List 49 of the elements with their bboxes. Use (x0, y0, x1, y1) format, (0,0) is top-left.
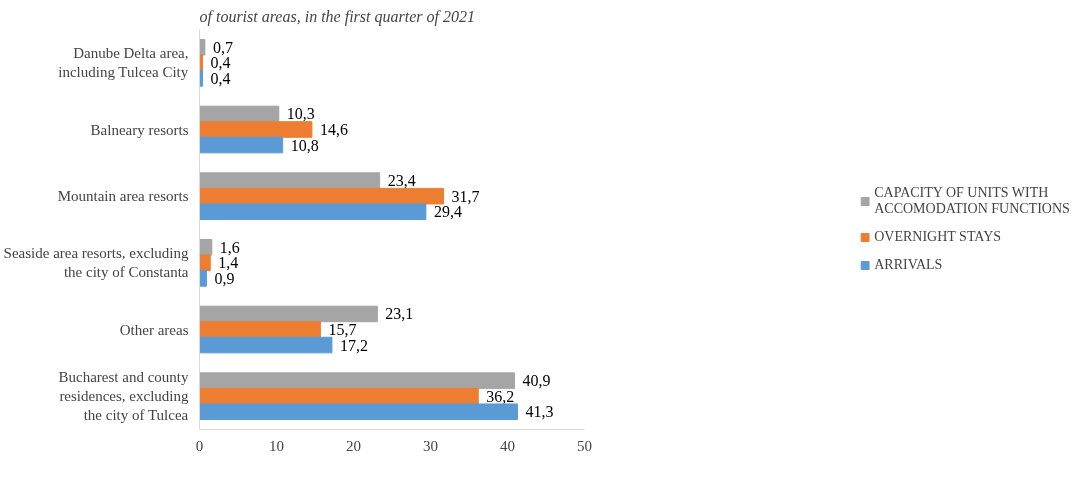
bar (199, 254, 211, 272)
legend-label: OVERNIGHT STAYS (874, 229, 1002, 245)
x-tick-label: 50 (577, 437, 592, 454)
y-tick-label: Other areas (119, 321, 189, 338)
y-tick-label: Mountain area resorts (57, 188, 189, 205)
bar (199, 387, 479, 405)
legend-label: ARRIVALS (874, 257, 943, 273)
bar (199, 270, 207, 287)
bar (199, 105, 280, 123)
y-tick-label: Danube Delta area, including Tulcea City (58, 45, 189, 81)
y-tick-label: Balneary resorts (90, 121, 189, 138)
bar (199, 121, 313, 138)
data-label: 31,7 (451, 187, 480, 205)
y-tick-label: Seaside area resorts, excluding the city of Constanta (3, 245, 189, 281)
data-label: 41,3 (525, 403, 554, 421)
x-tick-label: 10 (269, 437, 284, 454)
data-label: 23,1 (385, 305, 414, 323)
x-tick-label: 20 (346, 437, 361, 454)
data-label: 23,4 (387, 172, 416, 190)
data-label: 0,4 (210, 69, 231, 87)
bar (199, 187, 445, 205)
data-label: 15,7 (328, 321, 357, 338)
data-label: 17,2 (339, 336, 368, 354)
data-label: 0,7 (212, 38, 233, 56)
data-label: 36,2 (486, 387, 515, 405)
chart-title: of tourist areas, in the first quarter of 2021 (199, 7, 475, 26)
bar (199, 321, 321, 338)
bar (199, 305, 378, 323)
bar (199, 172, 381, 189)
data-label: 40,9 (522, 372, 551, 390)
x-tick-label: 40 (500, 437, 515, 454)
y-tick-label: Bucharest and county residences, excluding the city of Tulcea (58, 368, 189, 424)
data-label: 29,4 (433, 203, 462, 221)
bar (199, 39, 206, 56)
bar (199, 136, 284, 154)
data-label: 10,8 (290, 136, 319, 154)
bar (199, 336, 333, 354)
bar (199, 203, 427, 220)
data-label: 10,3 (286, 105, 315, 123)
x-tick-label: 0 (195, 437, 204, 454)
x-tick-label: 30 (423, 437, 438, 454)
data-label: 1,4 (218, 254, 239, 272)
legend-label: CAPACITY OF UNITS WITH ACCOMODATION FUNCTIONS (874, 185, 1070, 217)
data-label: 0,4 (210, 54, 231, 72)
bar (199, 403, 519, 420)
bar (199, 372, 515, 389)
data-label: 14,6 (319, 121, 348, 138)
data-label: 0,9 (214, 269, 235, 287)
data-label: 1,6 (219, 238, 240, 256)
